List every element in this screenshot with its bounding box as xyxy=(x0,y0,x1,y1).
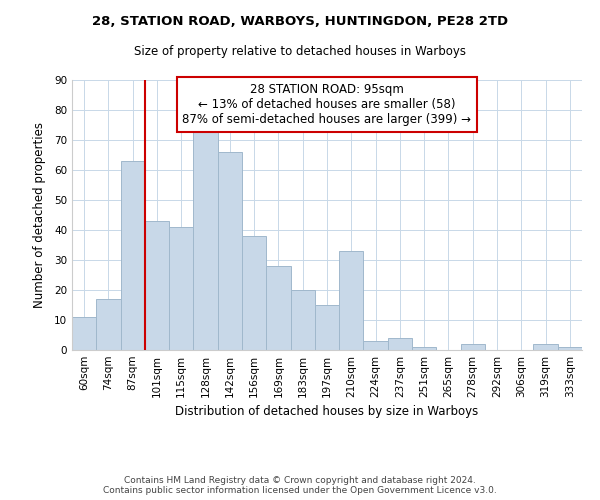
Bar xyxy=(72,317,96,350)
Bar xyxy=(461,344,485,350)
Bar xyxy=(121,161,145,350)
Bar xyxy=(96,299,121,350)
Bar xyxy=(315,305,339,350)
Bar xyxy=(388,338,412,350)
Bar xyxy=(218,152,242,350)
Text: Size of property relative to detached houses in Warboys: Size of property relative to detached ho… xyxy=(134,45,466,58)
Bar xyxy=(242,236,266,350)
Bar xyxy=(266,266,290,350)
Text: 28, STATION ROAD, WARBOYS, HUNTINGDON, PE28 2TD: 28, STATION ROAD, WARBOYS, HUNTINGDON, P… xyxy=(92,15,508,28)
Y-axis label: Number of detached properties: Number of detached properties xyxy=(32,122,46,308)
Bar xyxy=(412,347,436,350)
Bar xyxy=(193,128,218,350)
Bar xyxy=(145,221,169,350)
Bar xyxy=(364,341,388,350)
X-axis label: Distribution of detached houses by size in Warboys: Distribution of detached houses by size … xyxy=(175,406,479,418)
Bar xyxy=(533,344,558,350)
Bar xyxy=(290,290,315,350)
Text: Contains HM Land Registry data © Crown copyright and database right 2024.
Contai: Contains HM Land Registry data © Crown c… xyxy=(103,476,497,495)
Bar xyxy=(169,227,193,350)
Text: 28 STATION ROAD: 95sqm
← 13% of detached houses are smaller (58)
87% of semi-det: 28 STATION ROAD: 95sqm ← 13% of detached… xyxy=(182,82,472,126)
Bar xyxy=(558,347,582,350)
Bar xyxy=(339,251,364,350)
